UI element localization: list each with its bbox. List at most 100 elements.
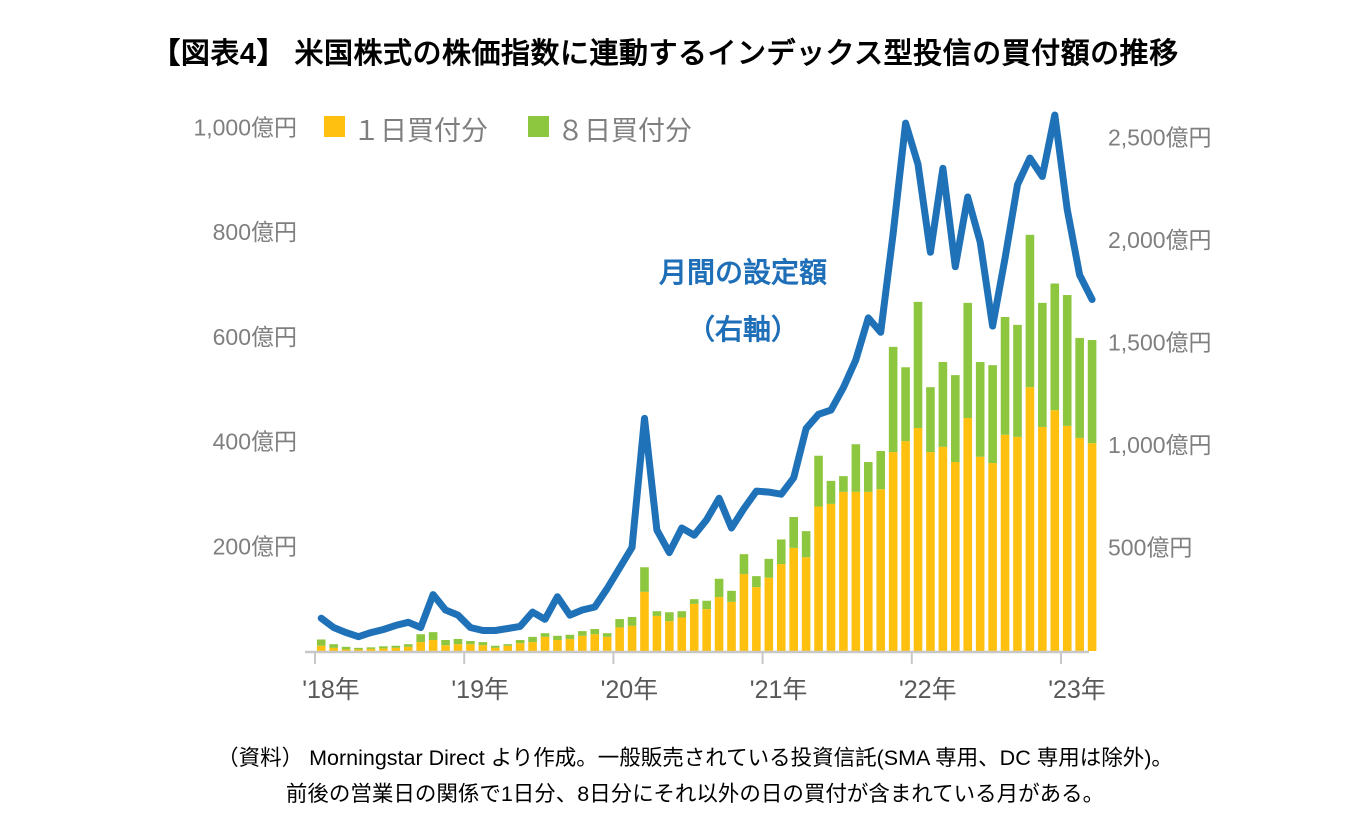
bars-group — [316, 234, 1097, 651]
y-axis-right-label-1000: 1,000億円 — [1108, 432, 1212, 458]
bar-1day-2020-11 — [739, 574, 749, 651]
bar-8day-2021-08 — [851, 444, 861, 492]
bar-1day-2023-02 — [1075, 437, 1084, 651]
x-axis-label-'20年: '20年 — [601, 676, 659, 704]
bar-1day-2018-01 — [316, 645, 326, 651]
bar-1day-2018-08 — [403, 646, 413, 651]
bar-8day-2022-11 — [1038, 302, 1047, 427]
y-axis-right-label-2000: 2,000億円 — [1108, 227, 1212, 253]
y-axis-right-label-500: 500億円 — [1108, 535, 1192, 561]
bar-8day-2020-02 — [627, 616, 637, 626]
bar-1day-2019-08 — [553, 640, 562, 651]
bar-1day-2022-06 — [975, 456, 985, 651]
y-axis-right-label-1500: 1,500億円 — [1108, 330, 1212, 356]
bar-8day-2018-09 — [416, 634, 425, 643]
bar-8day-2020-07 — [689, 599, 699, 604]
bar-8day-2023-02 — [1075, 337, 1084, 438]
bar-1day-2022-11 — [1038, 426, 1047, 651]
y-axis-left-label-600: 600億円 — [213, 324, 297, 350]
bar-1day-2021-12 — [901, 441, 910, 651]
bar-1day-2023-03 — [1087, 443, 1097, 651]
bar-8day-2021-03 — [789, 516, 798, 548]
bar-8day-2019-01 — [466, 641, 475, 645]
bar-8day-2022-01 — [913, 301, 923, 428]
bar-1day-2020-05 — [665, 621, 674, 651]
bar-8day-2020-08 — [702, 600, 711, 610]
bar-1day-2022-05 — [963, 418, 973, 651]
bar-1day-2019-05 — [515, 643, 525, 651]
bar-1day-2019-04 — [503, 645, 513, 651]
bar-8day-2019-08 — [553, 635, 562, 641]
bar-8day-2019-06 — [528, 636, 537, 643]
bar-1day-2022-12 — [1050, 410, 1060, 651]
bar-8day-2021-04 — [801, 531, 811, 558]
bar-1day-2023-01 — [1062, 425, 1072, 651]
bar-8day-2019-10 — [578, 631, 587, 636]
bar-1day-2022-09 — [1013, 436, 1022, 651]
bar-1day-2020-03 — [640, 591, 649, 651]
bar-1day-2021-01 — [764, 577, 774, 651]
line-annotation-axis-note: （右軸） — [686, 314, 799, 345]
bar-8day-2022-12 — [1050, 283, 1060, 411]
legend-label-8day: ８日買付分 — [557, 116, 692, 146]
bar-8day-2020-10 — [727, 590, 736, 602]
bar-1day-2019-07 — [540, 636, 550, 651]
x-axis-label-'18年: '18年 — [302, 676, 360, 704]
chart-title: 【図表4】 米国株式の株価指数に連動するインデックス型投信の買付額の推移 — [151, 38, 1179, 70]
bar-1day-2018-07 — [391, 647, 401, 651]
bar-1day-2019-06 — [528, 642, 537, 651]
bar-8day-2022-07 — [988, 365, 997, 464]
bar-1day-2021-09 — [863, 491, 873, 651]
bar-1day-2019-02 — [478, 645, 488, 651]
bar-8day-2021-05 — [814, 455, 823, 507]
bar-1day-2020-10 — [727, 601, 736, 651]
bar-1day-2021-03 — [789, 547, 798, 651]
bar-8day-2022-05 — [963, 302, 973, 419]
legend-label-1day: １日買付分 — [353, 116, 488, 146]
bar-1day-2021-07 — [839, 491, 848, 651]
bar-8day-2019-03 — [490, 645, 500, 648]
y-axis-left: 1,000億円 800億円 600億円 400億円 200億円 — [193, 115, 297, 560]
bar-1day-2021-06 — [826, 503, 836, 651]
y-axis-right-label-2500: 2,500億円 — [1108, 125, 1212, 151]
bar-1day-2019-03 — [490, 647, 500, 651]
bar-1day-2018-03 — [341, 649, 351, 651]
source-note: （資料） Morningstar Direct より作成。一般販売されている投資… — [105, 741, 1285, 812]
bar-8day-2018-03 — [341, 646, 351, 650]
bar-1day-2021-11 — [888, 452, 898, 651]
bar-8day-2021-10 — [876, 451, 886, 490]
bar-8day-2018-11 — [441, 640, 450, 646]
x-axis-label-'19年: '19年 — [451, 676, 509, 704]
line-annotation-text: 月間の設定額 — [658, 257, 827, 288]
bar-8day-2021-02 — [776, 539, 786, 565]
bar-8day-2022-06 — [975, 362, 985, 457]
bar-8day-2018-02 — [329, 644, 338, 648]
bar-8day-2022-04 — [951, 375, 960, 463]
bar-1day-2018-02 — [329, 647, 338, 651]
bar-1day-2018-12 — [453, 644, 463, 651]
bar-8day-2020-05 — [665, 612, 674, 622]
bar-1day-2020-01 — [615, 627, 624, 651]
bar-8day-2021-12 — [901, 367, 910, 442]
bar-1day-2019-11 — [590, 634, 600, 651]
y-axis-right: 2,500億円 2,000億円 1,500億円 1,000億円 500億円 — [1108, 125, 1212, 561]
y-axis-left-label-800: 800億円 — [213, 219, 297, 245]
bar-8day-2021-09 — [863, 462, 873, 492]
bar-1day-2020-06 — [677, 617, 687, 651]
bar-8day-2023-01 — [1062, 295, 1072, 426]
bar-8day-2020-06 — [677, 611, 687, 618]
bar-8day-2019-12 — [602, 633, 612, 637]
bar-8day-2019-07 — [540, 633, 550, 637]
bar-1day-2018-05 — [366, 648, 376, 651]
bar-1day-2019-01 — [466, 644, 475, 651]
bar-1day-2022-04 — [951, 462, 960, 651]
bar-1day-2021-10 — [876, 489, 886, 651]
bar-8day-2018-08 — [403, 644, 413, 647]
bar-1day-2021-08 — [851, 491, 861, 651]
bar-1day-2019-09 — [565, 638, 575, 651]
bar-8day-2021-11 — [888, 346, 898, 453]
bar-8day-2020-03 — [640, 567, 649, 592]
bar-8day-2021-07 — [839, 476, 848, 492]
